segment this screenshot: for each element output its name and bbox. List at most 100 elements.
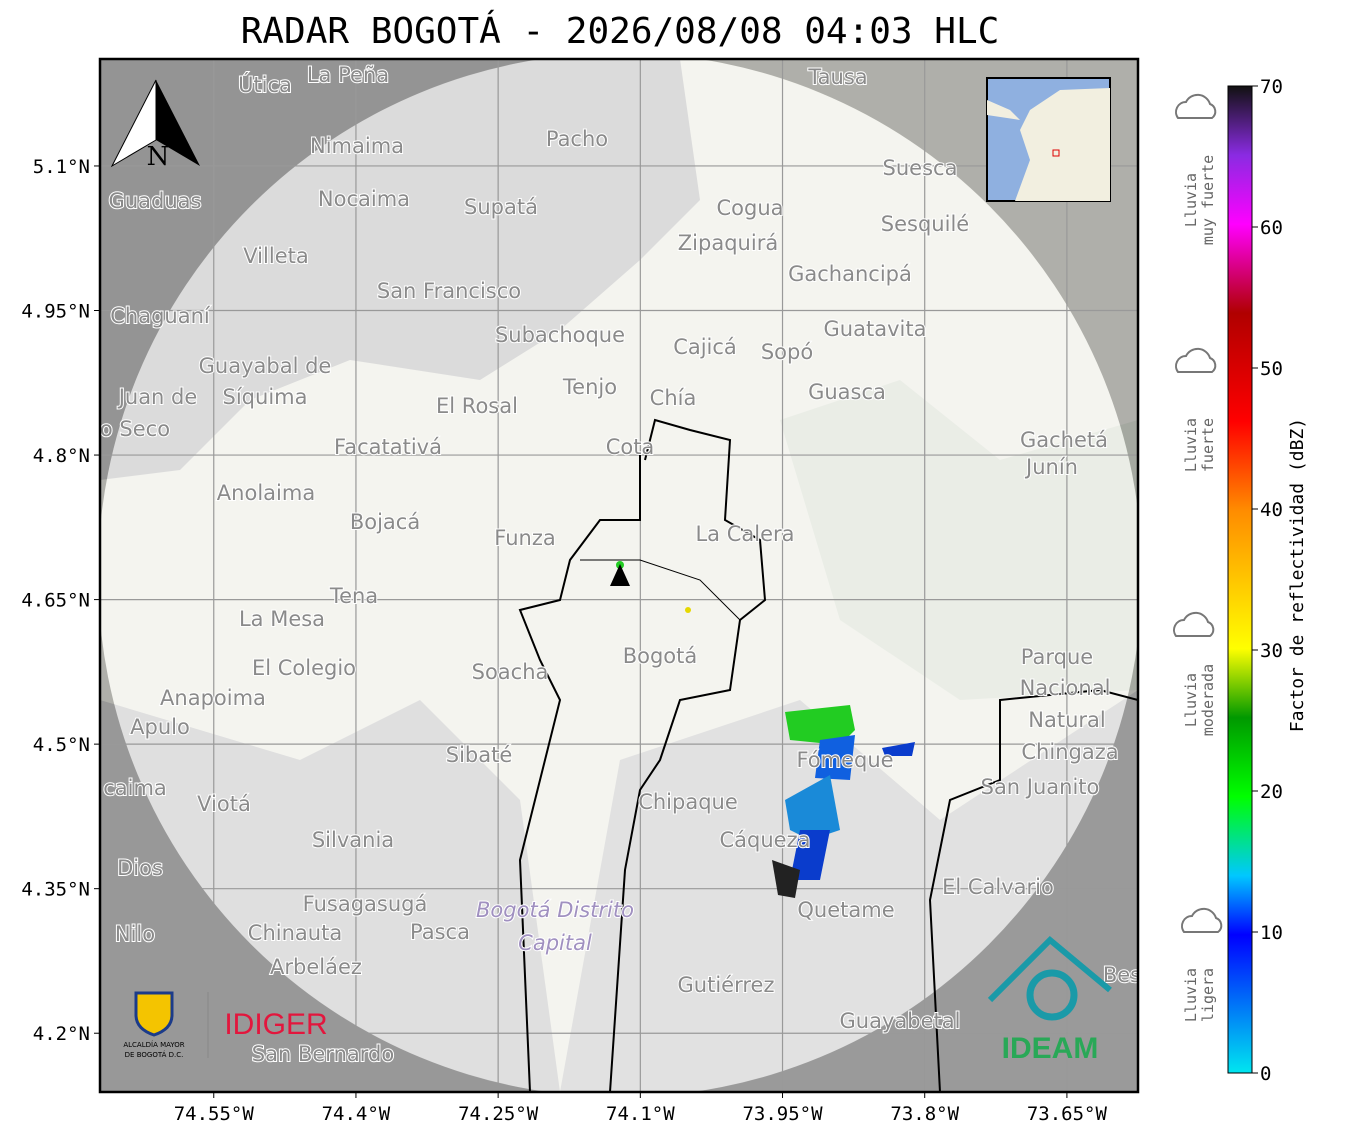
ideam-text: IDEAM <box>1002 1032 1099 1065</box>
place-label: Arbeláez <box>270 955 362 979</box>
place-label: Nimaima <box>310 134 404 158</box>
place-label: La Peña <box>307 63 389 87</box>
legend-label: Lluvia <box>1182 173 1200 227</box>
place-label: Tena <box>329 584 378 608</box>
x-tick-label: 73.8°W <box>890 1103 959 1125</box>
place-label: Guasca <box>808 380 886 404</box>
place-label: Fusagasugá <box>303 892 428 916</box>
place-label: El Colegio <box>252 656 356 680</box>
place-label: Cota <box>606 435 655 459</box>
colorbar-tick-label: 20 <box>1260 781 1283 803</box>
place-label: Cajicá <box>673 335 737 359</box>
place-label: Silvania <box>312 828 394 852</box>
place-label: Útica <box>238 72 292 97</box>
colorbar-tick-label: 70 <box>1260 76 1283 98</box>
place-label: Funza <box>494 526 555 550</box>
colorbar-tick-label: 30 <box>1260 640 1283 662</box>
y-tick-label: 4.65°N <box>21 590 90 612</box>
y-tick-label: 4.5°N <box>33 734 90 756</box>
place-label: Dios <box>117 856 163 880</box>
place-label: Chaguaní <box>110 304 211 328</box>
place-label: Villeta <box>243 244 308 268</box>
place-label: Nocaima <box>318 187 410 211</box>
place-label: San Bernardo <box>252 1042 394 1066</box>
place-label: Gutiérrez <box>678 973 775 997</box>
colorbar-tick-label: 10 <box>1260 922 1283 944</box>
place-label: Chinauta <box>248 921 342 945</box>
colorbar <box>1227 85 1253 1074</box>
colorbar-tick-label: 0 <box>1260 1063 1271 1085</box>
place-label: Zipaquirá <box>678 231 778 255</box>
place-label: Quetame <box>797 898 894 922</box>
place-label: Guayabetal <box>840 1009 961 1033</box>
x-tick-label: 74.25°W <box>458 1103 539 1125</box>
north-arrow: N <box>110 79 200 172</box>
place-label: Cáqueza <box>720 828 811 852</box>
place-label: San Francisco <box>377 279 521 303</box>
place-label: Sopó <box>761 340 813 364</box>
place-label: Pacho <box>546 127 608 151</box>
legend-label: fuerte <box>1199 418 1217 472</box>
place-label: Cogua <box>716 196 783 220</box>
place-label: caima <box>103 776 167 800</box>
legend-label: Lluvia <box>1182 968 1200 1022</box>
radar-echoes <box>616 561 915 898</box>
alcaldia-line: ALCALDÍA MAYOR <box>123 1040 184 1049</box>
place-label: Anapoima <box>160 686 266 710</box>
region-label: Capital <box>518 931 592 955</box>
alcaldia-line: DE BOGOTÁ D.C. <box>125 1050 184 1059</box>
place-label: Fómeque <box>796 748 893 772</box>
x-tick-label: 74.4°W <box>322 1103 391 1125</box>
legend-label: Lluvia <box>1182 418 1200 472</box>
place-label: Bojacá <box>350 510 420 534</box>
inset-map <box>986 77 1111 202</box>
place-label: Tenjo <box>562 375 617 399</box>
place-label: Gachancipá <box>788 262 912 286</box>
place-label: Soacha <box>472 660 549 684</box>
place-label: Bes <box>1103 963 1141 987</box>
y-tick-label: 5.1°N <box>33 156 90 178</box>
y-tick-label: 4.8°N <box>33 445 90 467</box>
colorbar-tick-label: 50 <box>1260 358 1283 380</box>
place-label: Sibaté <box>446 743 513 767</box>
x-tick-label: 73.65°W <box>1027 1103 1108 1125</box>
place-label: Pasca <box>410 920 470 944</box>
place-label: Tausa <box>807 65 867 89</box>
colorbar-tick-label: 40 <box>1260 499 1283 521</box>
place-label: Viotá <box>197 792 251 816</box>
place-label: Bogotá <box>623 644 698 668</box>
place-label: Junín <box>1024 455 1078 479</box>
place-label: Guayabal de <box>199 354 332 378</box>
legend-label: ligera <box>1199 968 1217 1022</box>
place-label: Natural <box>1028 708 1105 732</box>
place-label: El Rosal <box>436 394 518 418</box>
place-label: Guaduas <box>109 189 202 213</box>
place-label: Guatavita <box>824 317 927 341</box>
place-label: Subachoque <box>495 323 625 347</box>
place-label: Nilo <box>115 922 155 946</box>
place-label: Juan de <box>117 385 198 409</box>
x-tick-label: 73.95°W <box>742 1103 823 1125</box>
place-label: Chía <box>650 386 697 410</box>
legend-label: Lluvia <box>1182 673 1200 727</box>
place-label: La Calera <box>695 522 794 546</box>
place-label: Apulo <box>130 715 190 739</box>
x-tick-label: 74.1°W <box>606 1103 675 1125</box>
x-tick-label: 74.55°W <box>174 1103 255 1125</box>
place-label: Chipaque <box>638 790 738 814</box>
place-label: Facatativá <box>334 435 442 459</box>
y-tick-label: 4.35°N <box>21 879 90 901</box>
region-label: Bogotá Distrito <box>476 898 634 922</box>
place-label: Anolaima <box>217 481 315 505</box>
legend-label: muy fuerte <box>1199 155 1217 245</box>
rain-icons <box>1173 93 1223 933</box>
alcaldia-logo: ALCALDÍA MAYOR DE BOGOTÁ D.C. IDIGER <box>123 991 328 1059</box>
place-label: Nacional <box>1020 676 1111 700</box>
place-label: Gachetá <box>1020 428 1108 452</box>
place-label: Parque <box>1021 645 1093 669</box>
north-label: N <box>147 142 170 172</box>
y-tick-label: 4.2°N <box>33 1023 90 1045</box>
place-label: San Juanito <box>981 775 1100 799</box>
